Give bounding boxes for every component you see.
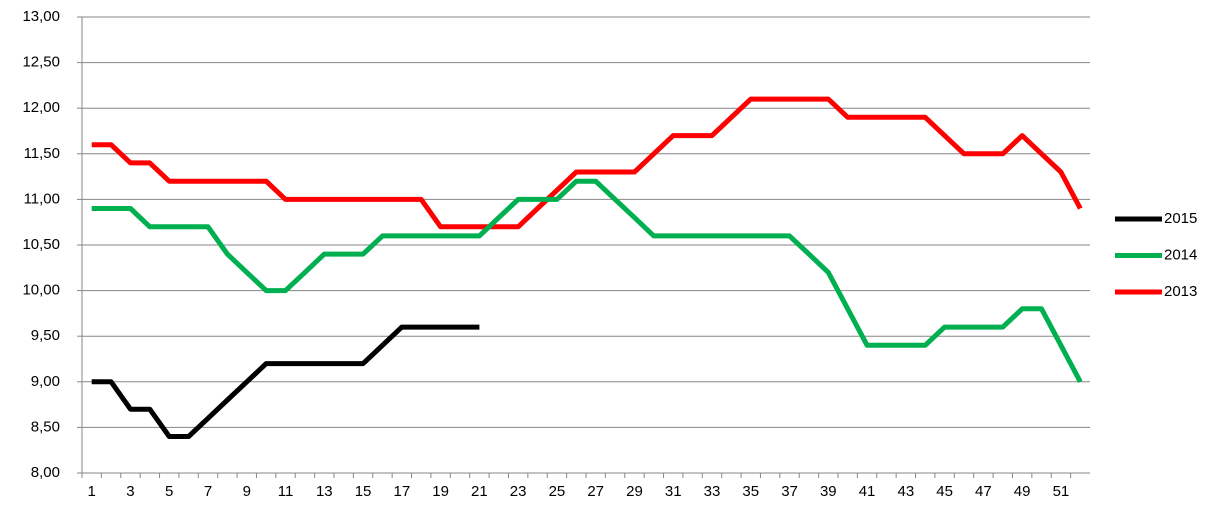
x-tick-label: 11 (278, 483, 294, 500)
y-tick-label: 8,00 (31, 464, 60, 481)
x-tick-label: 35 (742, 483, 759, 500)
x-tick-label: 29 (626, 483, 643, 500)
y-tick-label: 12,50 (22, 54, 60, 71)
legend-label: 2014 (1164, 246, 1197, 263)
x-tick-label: 19 (432, 483, 449, 500)
x-tick-label: 41 (859, 483, 876, 500)
x-tick-label: 1 (88, 483, 96, 500)
y-tick-label: 10,50 (22, 236, 60, 253)
y-tick-label: 9,00 (31, 373, 60, 390)
x-tick-label: 5 (165, 483, 173, 500)
x-tick-label: 23 (510, 483, 527, 500)
x-tick-label: 31 (665, 483, 682, 500)
x-tick-label: 33 (704, 483, 721, 500)
x-tick-label: 13 (316, 483, 333, 500)
x-tick-label: 45 (936, 483, 953, 500)
legend-label: 2015 (1164, 210, 1197, 227)
y-tick-label: 11,50 (24, 145, 60, 162)
x-tick-label: 43 (898, 483, 915, 500)
y-tick-label: 13,00 (22, 8, 60, 25)
x-tick-label: 47 (975, 483, 992, 500)
x-tick-label: 21 (471, 483, 488, 500)
y-tick-label: 11,00 (24, 190, 60, 207)
x-tick-label: 9 (243, 483, 251, 500)
line-series (91, 96, 1083, 230)
x-tick-label: 25 (549, 483, 566, 500)
x-tick-label: 17 (394, 483, 411, 500)
line-series (91, 324, 480, 439)
x-tick-label: 49 (1014, 483, 1031, 500)
y-tick-label: 8,50 (31, 418, 60, 435)
y-tick-label: 10,00 (22, 282, 60, 299)
y-tick-label: 9,50 (31, 327, 60, 344)
x-tick-label: 51 (1053, 483, 1070, 500)
x-tick-label: 7 (204, 483, 212, 500)
x-tick-label: 15 (355, 483, 372, 500)
x-tick-label: 39 (820, 483, 837, 500)
y-tick-label: 12,00 (22, 99, 60, 116)
x-tick-label: 3 (126, 483, 134, 500)
line-series (91, 178, 1083, 383)
legend-label: 2013 (1164, 283, 1197, 300)
x-tick-label: 27 (587, 483, 604, 500)
x-tick-label: 37 (781, 483, 798, 500)
